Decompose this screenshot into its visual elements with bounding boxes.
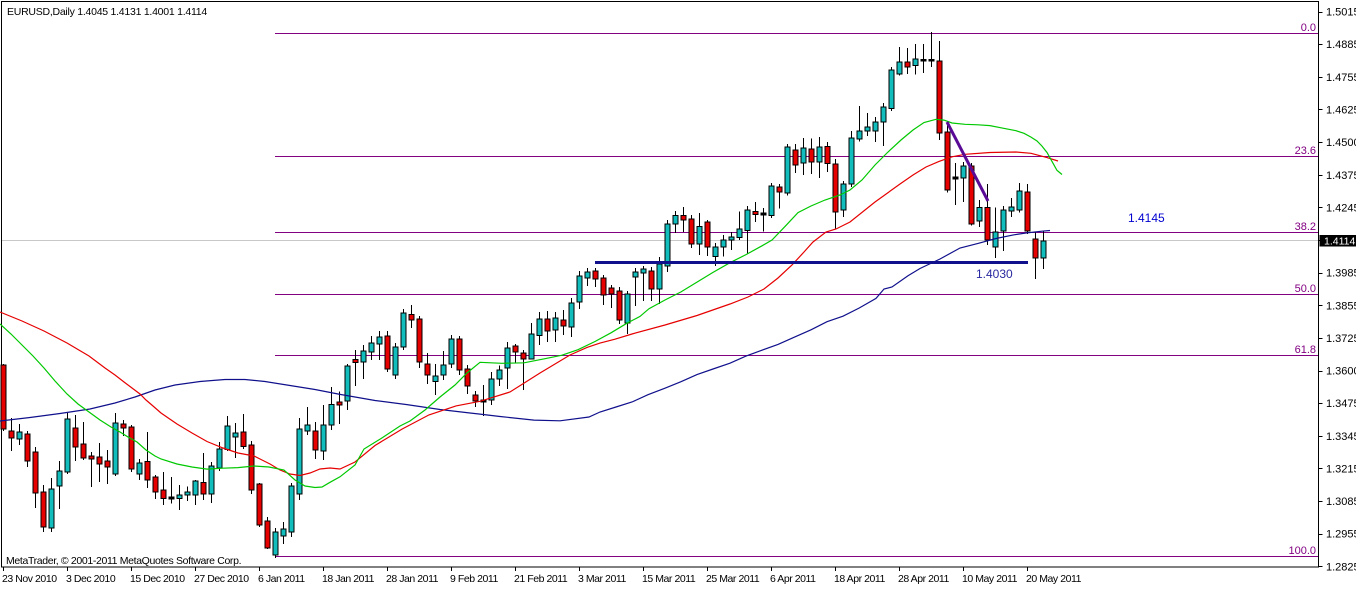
svg-text:23 Nov 2010: 23 Nov 2010 <box>2 573 57 585</box>
svg-text:0.0: 0.0 <box>1301 22 1316 34</box>
svg-text:15 Mar 2011: 15 Mar 2011 <box>642 573 696 585</box>
svg-text:1.3085: 1.3085 <box>1326 496 1356 508</box>
svg-text:1.4625: 1.4625 <box>1326 104 1356 116</box>
svg-text:20 May 2011: 20 May 2011 <box>1026 573 1082 585</box>
svg-text:3 Mar 2011: 3 Mar 2011 <box>578 573 626 585</box>
svg-text:1.4114: 1.4114 <box>1324 236 1355 248</box>
svg-text:1.3215: 1.3215 <box>1326 463 1356 475</box>
svg-text:1.3475: 1.3475 <box>1326 398 1356 410</box>
svg-text:28 Apr 2011: 28 Apr 2011 <box>898 573 950 585</box>
svg-text:1.4500: 1.4500 <box>1326 137 1356 149</box>
svg-text:6 Apr 2011: 6 Apr 2011 <box>770 573 816 585</box>
svg-text:1.4375: 1.4375 <box>1326 170 1356 182</box>
svg-text:18 Jan 2011: 18 Jan 2011 <box>322 573 375 585</box>
svg-text:1.3600: 1.3600 <box>1326 366 1356 378</box>
svg-text:1.4030: 1.4030 <box>976 267 1013 281</box>
svg-text:1.4145: 1.4145 <box>1128 211 1165 225</box>
svg-text:3 Dec 2010: 3 Dec 2010 <box>66 573 116 585</box>
svg-text:100.0: 100.0 <box>1288 545 1316 557</box>
svg-text:27 Dec 2010: 27 Dec 2010 <box>194 573 249 585</box>
svg-text:1.4885: 1.4885 <box>1326 39 1356 51</box>
svg-text:1.2955: 1.2955 <box>1326 529 1356 541</box>
svg-text:28 Jan 2011: 28 Jan 2011 <box>386 573 439 585</box>
svg-text:EURUSD,Daily 1.4045 1.4131 1.: EURUSD,Daily 1.4045 1.4131 1.4001 1.4114 <box>7 6 207 18</box>
svg-text:6 Jan 2011: 6 Jan 2011 <box>258 573 305 585</box>
svg-text:1.4245: 1.4245 <box>1326 202 1356 214</box>
svg-text:50.0: 50.0 <box>1295 283 1316 295</box>
svg-text:10 May 2011: 10 May 2011 <box>962 573 1018 585</box>
svg-text:21 Feb 2011: 21 Feb 2011 <box>514 573 568 585</box>
svg-text:1.4755: 1.4755 <box>1326 72 1356 84</box>
svg-text:1.3985: 1.3985 <box>1326 268 1356 280</box>
svg-text:61.8: 61.8 <box>1295 344 1316 356</box>
svg-text:23.6: 23.6 <box>1295 145 1316 157</box>
svg-text:1.3345: 1.3345 <box>1326 431 1356 443</box>
svg-text:1.3725: 1.3725 <box>1326 333 1356 345</box>
svg-text:38.2: 38.2 <box>1295 221 1316 233</box>
svg-text:1.3855: 1.3855 <box>1326 300 1356 312</box>
svg-text:9 Feb 2011: 9 Feb 2011 <box>450 573 498 585</box>
svg-text:25 Mar 2011: 25 Mar 2011 <box>706 573 760 585</box>
svg-text:1.2825: 1.2825 <box>1326 561 1356 573</box>
svg-text:15 Dec 2010: 15 Dec 2010 <box>130 573 185 585</box>
svg-text:1.5015: 1.5015 <box>1326 7 1356 19</box>
svg-text:18 Apr 2011: 18 Apr 2011 <box>834 573 886 585</box>
svg-text:MetaTrader, © 2001-2011 MetaQu: MetaTrader, © 2001-2011 MetaQuotes Softw… <box>6 555 241 567</box>
